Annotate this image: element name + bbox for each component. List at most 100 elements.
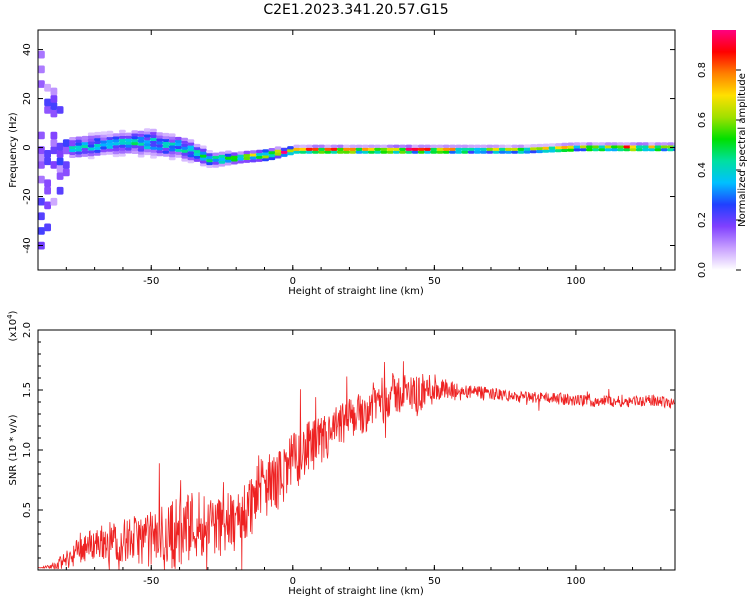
spectrogram-cell [224,156,232,160]
spectrogram-panel: -50 0 50 100 -40 -20 0 20 40 Height of straight … [8,29,676,297]
spectrogram-cell [530,144,537,148]
spectrogram-cell [87,153,95,157]
spectrogram-cell [567,145,575,149]
spectrogram-cell [131,136,139,140]
spectrogram-cell [212,155,220,159]
spectrogram-cell [604,145,612,149]
spectrogram-y-tick-label: 40 [22,43,33,56]
spectrogram-cell [256,149,263,154]
spectrogram-cell [56,186,64,195]
snr-x-tick-label: 0 [290,576,296,587]
spectrogram-cell [44,223,51,232]
spectrogram-cell [523,150,531,154]
spectrogram-cell [498,147,506,151]
spectrogram-cell [667,142,674,146]
spectrogram-cell [243,150,251,155]
spectrogram-cell [474,144,481,148]
spectrogram-cell [442,144,450,148]
spectrogram-cell [517,150,525,154]
spectrogram-cell [125,144,132,148]
spectrogram-cell [374,144,382,148]
spectrogram-cell [598,142,606,146]
spectrogram-cell [75,136,83,140]
spectrogram-cell [486,147,494,151]
spectrogram-cell [62,139,70,147]
spectrogram-cell [162,144,170,148]
spectrogram-cell [349,150,357,154]
spectrogram-cell [50,102,58,110]
spectrogram-cell [38,65,45,74]
spectrogram-cell [38,197,45,206]
spectrogram-cell [561,145,568,149]
spectrogram-cell [436,147,444,151]
spectrogram-frame [37,29,676,271]
spectrogram-cell [330,147,338,151]
spectrogram-cell [100,137,108,141]
spectrogram-cell [187,148,195,152]
spectrogram-cell [635,148,643,152]
spectrogram-cell [231,158,238,162]
spectrogram-cell [106,148,114,152]
spectrogram-cell [262,155,269,159]
spectrogram-cell [150,137,157,141]
spectrogram-cell [380,144,388,148]
spectrogram-cell [405,144,413,148]
spectrogram-cell [94,152,101,156]
spectrogram-cell [100,149,108,153]
spectrogram-cell [417,150,425,154]
spectrogram-cell [623,142,631,146]
spectrogram-cell [62,161,70,169]
spectrogram-cell [206,153,213,157]
spectrogram-cell [492,150,500,154]
spectrogram-cell [449,150,456,154]
spectrogram-cell [94,137,101,142]
spectrogram-x-tick-label: 50 [428,276,441,287]
spectrogram-cell [156,141,164,145]
figure-title: C2E1.2023.341.20.57.G15 [263,2,448,18]
spectrogram-cell [100,152,108,156]
spectrogram-cell [586,145,593,149]
spectrogram-cell [249,156,257,160]
spectrogram-cell [579,142,587,146]
colorbar-tick-label: 0.2 [697,212,708,228]
spectrogram-cell [81,153,89,157]
spectrogram-cell [206,164,213,168]
spectrogram-cell [635,142,643,146]
spectrogram-cell [492,147,500,151]
spectrogram-cell [548,143,556,147]
snr-y-tick-label: 1.5 [22,382,33,398]
spectrogram-cell [249,153,257,157]
spectrogram-cell [642,145,649,149]
spectrogram-cell [69,140,76,144]
spectrogram-cell [193,143,201,148]
spectrogram-cell [38,161,45,169]
spectrogram-cell [69,145,76,150]
spectrogram-cell [673,142,675,146]
spectrogram-cell [50,109,58,118]
spectrogram-cell [50,95,58,103]
spectrogram-cell [349,144,357,148]
spectrogram-cell [106,136,114,140]
spectrogram-cell [417,147,425,151]
spectrogram-cell [112,147,120,152]
spectrogram-cell [380,147,388,151]
spectrogram-cell [81,150,89,154]
spectrogram-cell [442,147,450,151]
spectrogram-cell [181,140,189,144]
snr-x-tick-label: -50 [143,576,159,587]
spectrogram-cell [75,154,83,158]
spectrogram-cell [150,143,157,147]
spectrogram-cell [424,147,431,151]
spectrogram-cell [293,147,301,151]
spectrogram-cell [56,157,64,166]
spectrogram-cell [405,147,413,151]
spectrogram-cell [517,147,525,151]
spectrogram-cell [199,151,207,155]
spectrogram-cell [523,144,531,148]
spectrogram-cell [106,145,114,149]
spectrogram-cell [274,149,282,153]
spectrogram-cell [611,145,618,149]
spectrogram-cell [87,141,95,145]
snr-x-tick-label: 50 [428,576,441,587]
